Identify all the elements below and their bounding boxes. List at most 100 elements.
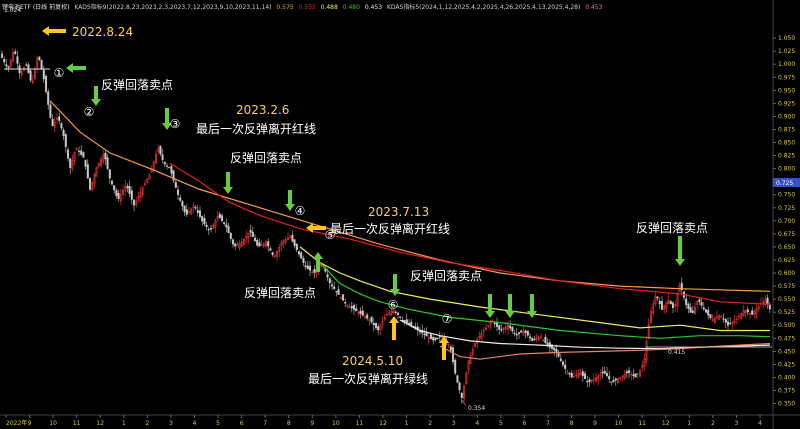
- candle-body: [755, 308, 758, 314]
- candle-body: [738, 315, 741, 318]
- y-tick-label: 0.400: [778, 374, 795, 381]
- candle-body: [66, 149, 69, 159]
- candle-body: [733, 320, 736, 323]
- candle-body: [518, 332, 521, 334]
- candle-body: [69, 158, 72, 169]
- candle-body: [509, 325, 512, 329]
- candle-body: [658, 300, 661, 305]
- candle-body: [1, 53, 4, 58]
- x-month-label: 11: [638, 420, 646, 427]
- candle-body: [251, 231, 254, 237]
- candle-body: [632, 374, 635, 376]
- x-month-label: 1: [122, 420, 126, 427]
- candle-body: [104, 152, 107, 160]
- x-month-label: 9: [593, 420, 597, 427]
- candle-body: [449, 346, 452, 351]
- candle-body: [91, 181, 94, 190]
- candle-body: [143, 183, 146, 186]
- candle-body: [355, 308, 358, 312]
- y-tick-label: 1.000: [778, 61, 795, 68]
- candle-body: [562, 361, 565, 366]
- candle-body: [350, 306, 353, 309]
- candle-body: [524, 330, 527, 333]
- candle-body: [575, 374, 578, 376]
- candle-body: [342, 294, 345, 301]
- candle-body: [735, 318, 738, 320]
- x-month-label: 2: [145, 420, 149, 427]
- candle-body: [183, 206, 186, 213]
- candle-body: [242, 238, 245, 245]
- candle-body: [652, 303, 655, 314]
- circle-marker-7: ⑦: [442, 312, 453, 326]
- circle-marker-6: ⑥: [388, 298, 399, 312]
- annotation-last_red1: 最后一次反弹离开红线: [196, 121, 316, 136]
- candle-body: [368, 319, 371, 321]
- candle-body: [326, 274, 329, 278]
- candle-body: [344, 301, 347, 304]
- x-month-label: 8: [570, 420, 574, 427]
- candle-body: [636, 373, 639, 375]
- candle-body: [379, 325, 382, 330]
- candle-body: [258, 242, 261, 247]
- sell-arrow-down-9: [675, 236, 685, 266]
- x-month-label: 8: [287, 420, 291, 427]
- candle-body: [14, 51, 17, 54]
- candle-body: [128, 185, 131, 194]
- candle-body: [269, 248, 272, 251]
- annotation-last_red2: 最后一次反弹离开红线: [330, 221, 450, 236]
- candle-body: [716, 316, 719, 319]
- candle-body: [375, 323, 378, 329]
- x-month-label: 7: [263, 420, 267, 427]
- candle-body: [707, 309, 710, 316]
- candle-body: [601, 371, 604, 374]
- y-tick-label: 0.750: [778, 192, 795, 199]
- candle-body: [253, 237, 256, 242]
- indicator-a-value-2: 0.555: [298, 4, 316, 11]
- candle-body: [190, 208, 193, 215]
- candle-body: [672, 302, 675, 309]
- indicator-b-label: KDAS指标5(2024,1,12,2025,4,2,2025,4,26,202…: [386, 4, 581, 11]
- candle-body: [555, 348, 558, 353]
- candle-body: [656, 296, 659, 299]
- candle-body: [531, 338, 534, 341]
- candle-body: [419, 331, 422, 333]
- candle-body: [194, 207, 197, 209]
- candle-body: [535, 337, 538, 340]
- candle-body: [498, 325, 501, 330]
- candle-body: [522, 330, 525, 336]
- candle-body: [647, 324, 650, 340]
- candle-body: [328, 278, 331, 284]
- candle-body: [709, 314, 712, 319]
- candle-body: [700, 302, 703, 306]
- candle-body: [705, 309, 708, 313]
- candle-body: [49, 104, 52, 118]
- x-month-label: 10: [615, 420, 623, 427]
- candle-body: [623, 374, 626, 379]
- candle-body: [97, 162, 100, 167]
- candle-body: [515, 333, 518, 336]
- indicator-a-value-1: 0.575: [276, 4, 294, 11]
- candle-body: [106, 157, 109, 169]
- candle-body: [348, 306, 351, 309]
- candle-body: [727, 321, 730, 326]
- candle-body: [231, 239, 234, 245]
- candle-body: [154, 154, 157, 164]
- candle-body: [229, 232, 232, 239]
- indicator-a-label: KADS指标9(2022,8,23,2023,2,3,2023,7,12,202…: [74, 4, 272, 11]
- candle-body: [612, 380, 615, 382]
- candle-body: [383, 316, 386, 321]
- annotation-sell1: 反弹回落卖点: [101, 78, 173, 92]
- candle-body: [478, 336, 481, 338]
- candle-body: [185, 209, 188, 215]
- candle-body: [588, 379, 591, 382]
- candle-body: [53, 121, 56, 128]
- candle-body: [590, 380, 593, 383]
- candle-body: [630, 374, 633, 376]
- candle-body: [5, 64, 8, 67]
- candle-body: [487, 324, 490, 327]
- candle-body: [674, 304, 677, 307]
- candle-body: [544, 336, 547, 343]
- buy-arrow-up-1: [313, 252, 323, 272]
- x-month-label: 3: [452, 420, 456, 427]
